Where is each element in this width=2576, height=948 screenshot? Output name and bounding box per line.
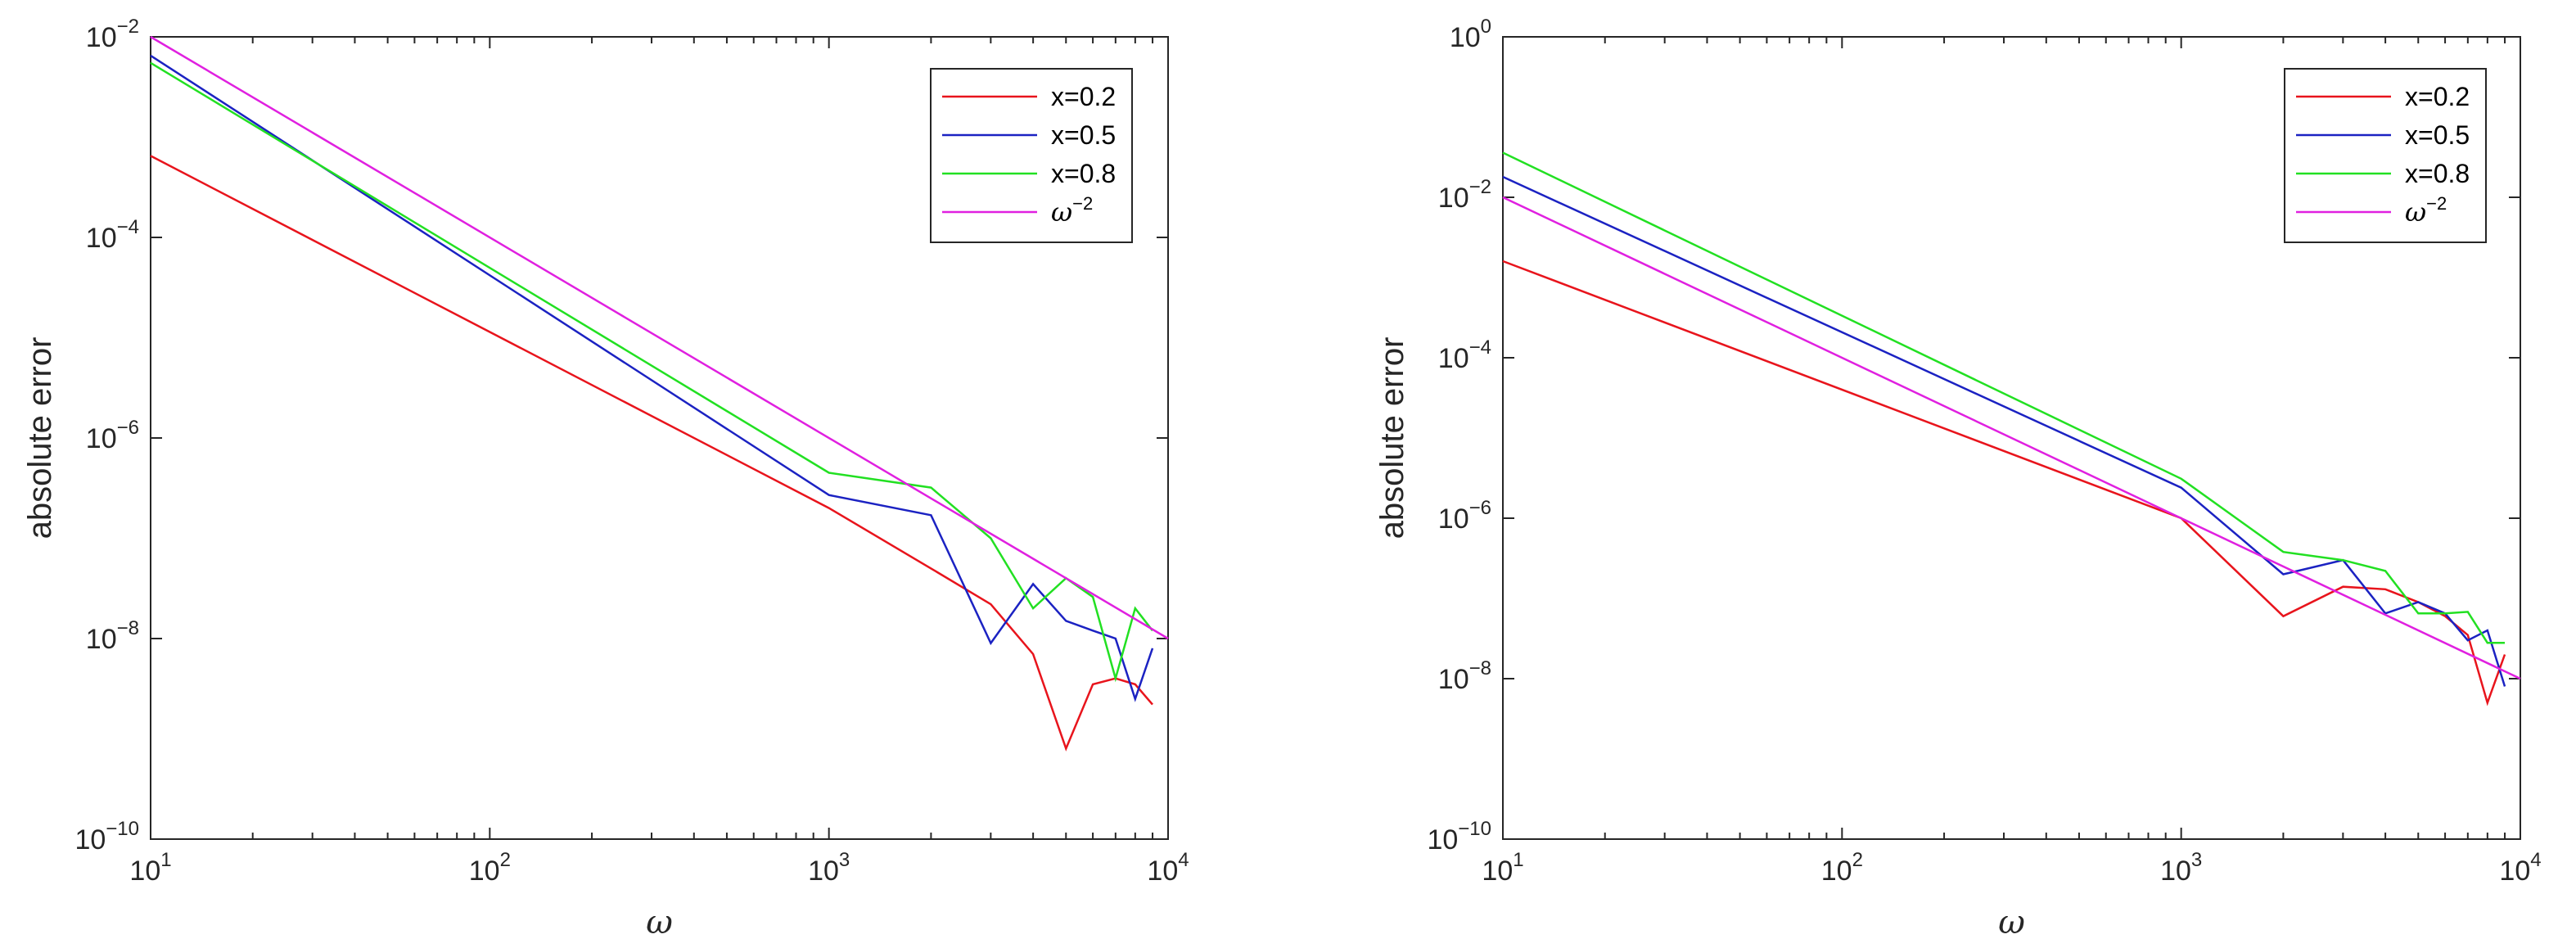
legend-box [2284, 68, 2487, 243]
plot-area-frame [1502, 36, 2521, 840]
y-tick-label: 10−8 [1438, 657, 1491, 695]
x-tick-label: 103 [2160, 849, 2202, 887]
series-line-3 [1502, 151, 2505, 644]
y-tick-label: 10−10 [74, 818, 139, 855]
legend-label-3: x=0.8 [2405, 159, 2470, 188]
legend: x=0.2 x=0.5 x=0.8 ω−2 [2284, 68, 2487, 243]
legend-label-2: x=0.5 [2405, 120, 2470, 150]
y-tick-label: 10−6 [1438, 497, 1491, 535]
chart-1: 101 102 103 104 10−10 10−8 10−6 10−4 10−2 ω absolu… [22, 16, 1189, 941]
x-tick-label: 101 [129, 849, 171, 887]
x-axis-label: ω [1998, 904, 2025, 941]
legend-label-1: x=0.2 [1051, 82, 1116, 111]
y-tick-label: 100 [1450, 16, 1491, 53]
series-line-4 [150, 35, 1169, 640]
legend-label-1: x=0.2 [2405, 82, 2470, 111]
legend-label-4: ω−2 [1051, 193, 1093, 228]
x-tick-label: 102 [1821, 849, 1863, 887]
legend: x=0.2 x=0.5 x=0.8 ω−2 [930, 68, 1133, 243]
legend-label-4: ω−2 [2405, 193, 2447, 228]
y-tick-label: 10−4 [1438, 336, 1491, 374]
y-axis-label: absolute error [22, 337, 58, 539]
y-axis-label: absolute error [1374, 337, 1410, 539]
series-line-2 [1502, 175, 2506, 687]
legend-box [930, 68, 1133, 243]
x-tick-label: 101 [1482, 849, 1523, 887]
y-tick-label: 10−4 [86, 216, 139, 254]
x-tick-label: 103 [808, 849, 850, 887]
y-tick-label: 10−6 [86, 417, 139, 454]
x-tick-label: 102 [469, 849, 511, 887]
legend-label-3: x=0.8 [1051, 159, 1116, 188]
legend-label-2: x=0.5 [1051, 120, 1116, 150]
x-axis-label: ω [646, 904, 673, 941]
series-line-2 [150, 54, 1154, 702]
series-line-1 [1502, 260, 2506, 706]
chart-2: 101 102 103 104 10−10 10−8 10−6 10−4 10−2 100 ω abs… [1374, 16, 2542, 941]
series-line-3 [150, 61, 1153, 683]
y-tick-label: 10−2 [86, 16, 139, 53]
y-tick-label: 10−10 [1427, 818, 1491, 855]
x-tick-label: 104 [2499, 849, 2541, 887]
y-tick-label: 10−8 [86, 617, 139, 655]
series-line-4 [1502, 196, 2521, 680]
series-line-1 [150, 155, 1153, 752]
x-tick-label: 104 [1147, 849, 1189, 887]
y-tick-label: 10−2 [1438, 176, 1491, 214]
